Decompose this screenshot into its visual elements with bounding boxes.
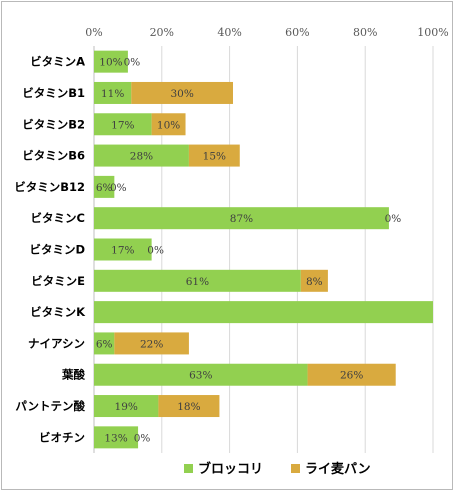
data-label: 18% xyxy=(177,401,200,413)
legend-label: ライ麦パン xyxy=(305,461,371,477)
bar-broccoli xyxy=(94,113,152,136)
bar-broccoli xyxy=(94,363,308,386)
legend-swatch xyxy=(184,464,193,473)
legend-label: ブロッコリ xyxy=(198,461,263,477)
bar-rye-bread xyxy=(114,332,189,355)
x-tick-label: 60% xyxy=(285,26,309,39)
bar-broccoli xyxy=(94,395,159,418)
category-label: ビタミンE xyxy=(31,274,85,288)
data-label: 0% xyxy=(134,432,151,444)
data-label: 17% xyxy=(111,119,134,131)
bar-rye-bread xyxy=(188,144,240,167)
data-label: 19% xyxy=(115,401,138,413)
data-label: 87% xyxy=(230,213,253,225)
x-tick-label: 100% xyxy=(417,26,448,39)
bar-broccoli xyxy=(94,238,152,261)
x-tick-label: 40% xyxy=(217,26,241,39)
bar-broccoli xyxy=(94,426,139,449)
category-label: ビタミンC xyxy=(31,211,85,225)
data-label: 0% xyxy=(124,57,141,69)
data-label: 30% xyxy=(170,88,193,100)
x-tick-label: 80% xyxy=(353,26,377,39)
data-label: 0% xyxy=(110,182,127,194)
bar-broccoli xyxy=(94,332,115,355)
category-label: ビタミンB6 xyxy=(22,149,85,163)
x-tick-label: 20% xyxy=(150,26,174,39)
data-label: 13% xyxy=(104,432,127,444)
bar-broccoli xyxy=(94,269,301,292)
category-label: ビタミンD xyxy=(29,243,85,257)
data-label: 0% xyxy=(147,245,164,257)
bar-rye-bread xyxy=(307,363,396,386)
bar-rye-bread xyxy=(131,81,233,104)
data-label: 6% xyxy=(96,182,113,194)
bar-broccoli xyxy=(94,207,389,230)
data-label: 0% xyxy=(385,213,402,225)
category-label: ビタミンB2 xyxy=(22,117,85,131)
category-label: ナイアシン xyxy=(28,336,85,350)
data-label: 17% xyxy=(111,245,134,257)
data-label: 28% xyxy=(130,151,153,163)
category-label: パントテン酸 xyxy=(15,399,85,413)
category-label: ビタミンA xyxy=(30,55,85,69)
data-label: 15% xyxy=(203,151,226,163)
x-tick-label: 0% xyxy=(85,26,102,39)
category-label: ビタミンB1 xyxy=(22,86,85,100)
category-label: ビタミンK xyxy=(30,305,86,319)
data-label: 8% xyxy=(306,276,323,288)
bar-broccoli xyxy=(94,50,128,73)
bar-rye-bread xyxy=(151,113,186,136)
data-label: 26% xyxy=(340,370,363,382)
data-label: 63% xyxy=(189,370,212,382)
bar-broccoli xyxy=(94,144,189,167)
data-label: 6% xyxy=(96,338,113,350)
bar-broccoli xyxy=(94,81,132,104)
bar-broccoli xyxy=(94,175,115,198)
category-label: ビオチン xyxy=(39,430,85,444)
data-label: 10% xyxy=(157,119,180,131)
bar-rye-bread xyxy=(300,269,328,292)
category-label: 葉酸 xyxy=(61,368,85,382)
bar-broccoli xyxy=(94,301,433,324)
data-label: 10% xyxy=(99,57,122,69)
data-label: 11% xyxy=(101,88,124,100)
bar-rye-bread xyxy=(158,395,220,418)
data-label: 22% xyxy=(140,338,163,350)
legend-swatch xyxy=(291,464,300,473)
data-label: 61% xyxy=(186,276,209,288)
category-label: ビタミンB12 xyxy=(14,180,85,194)
